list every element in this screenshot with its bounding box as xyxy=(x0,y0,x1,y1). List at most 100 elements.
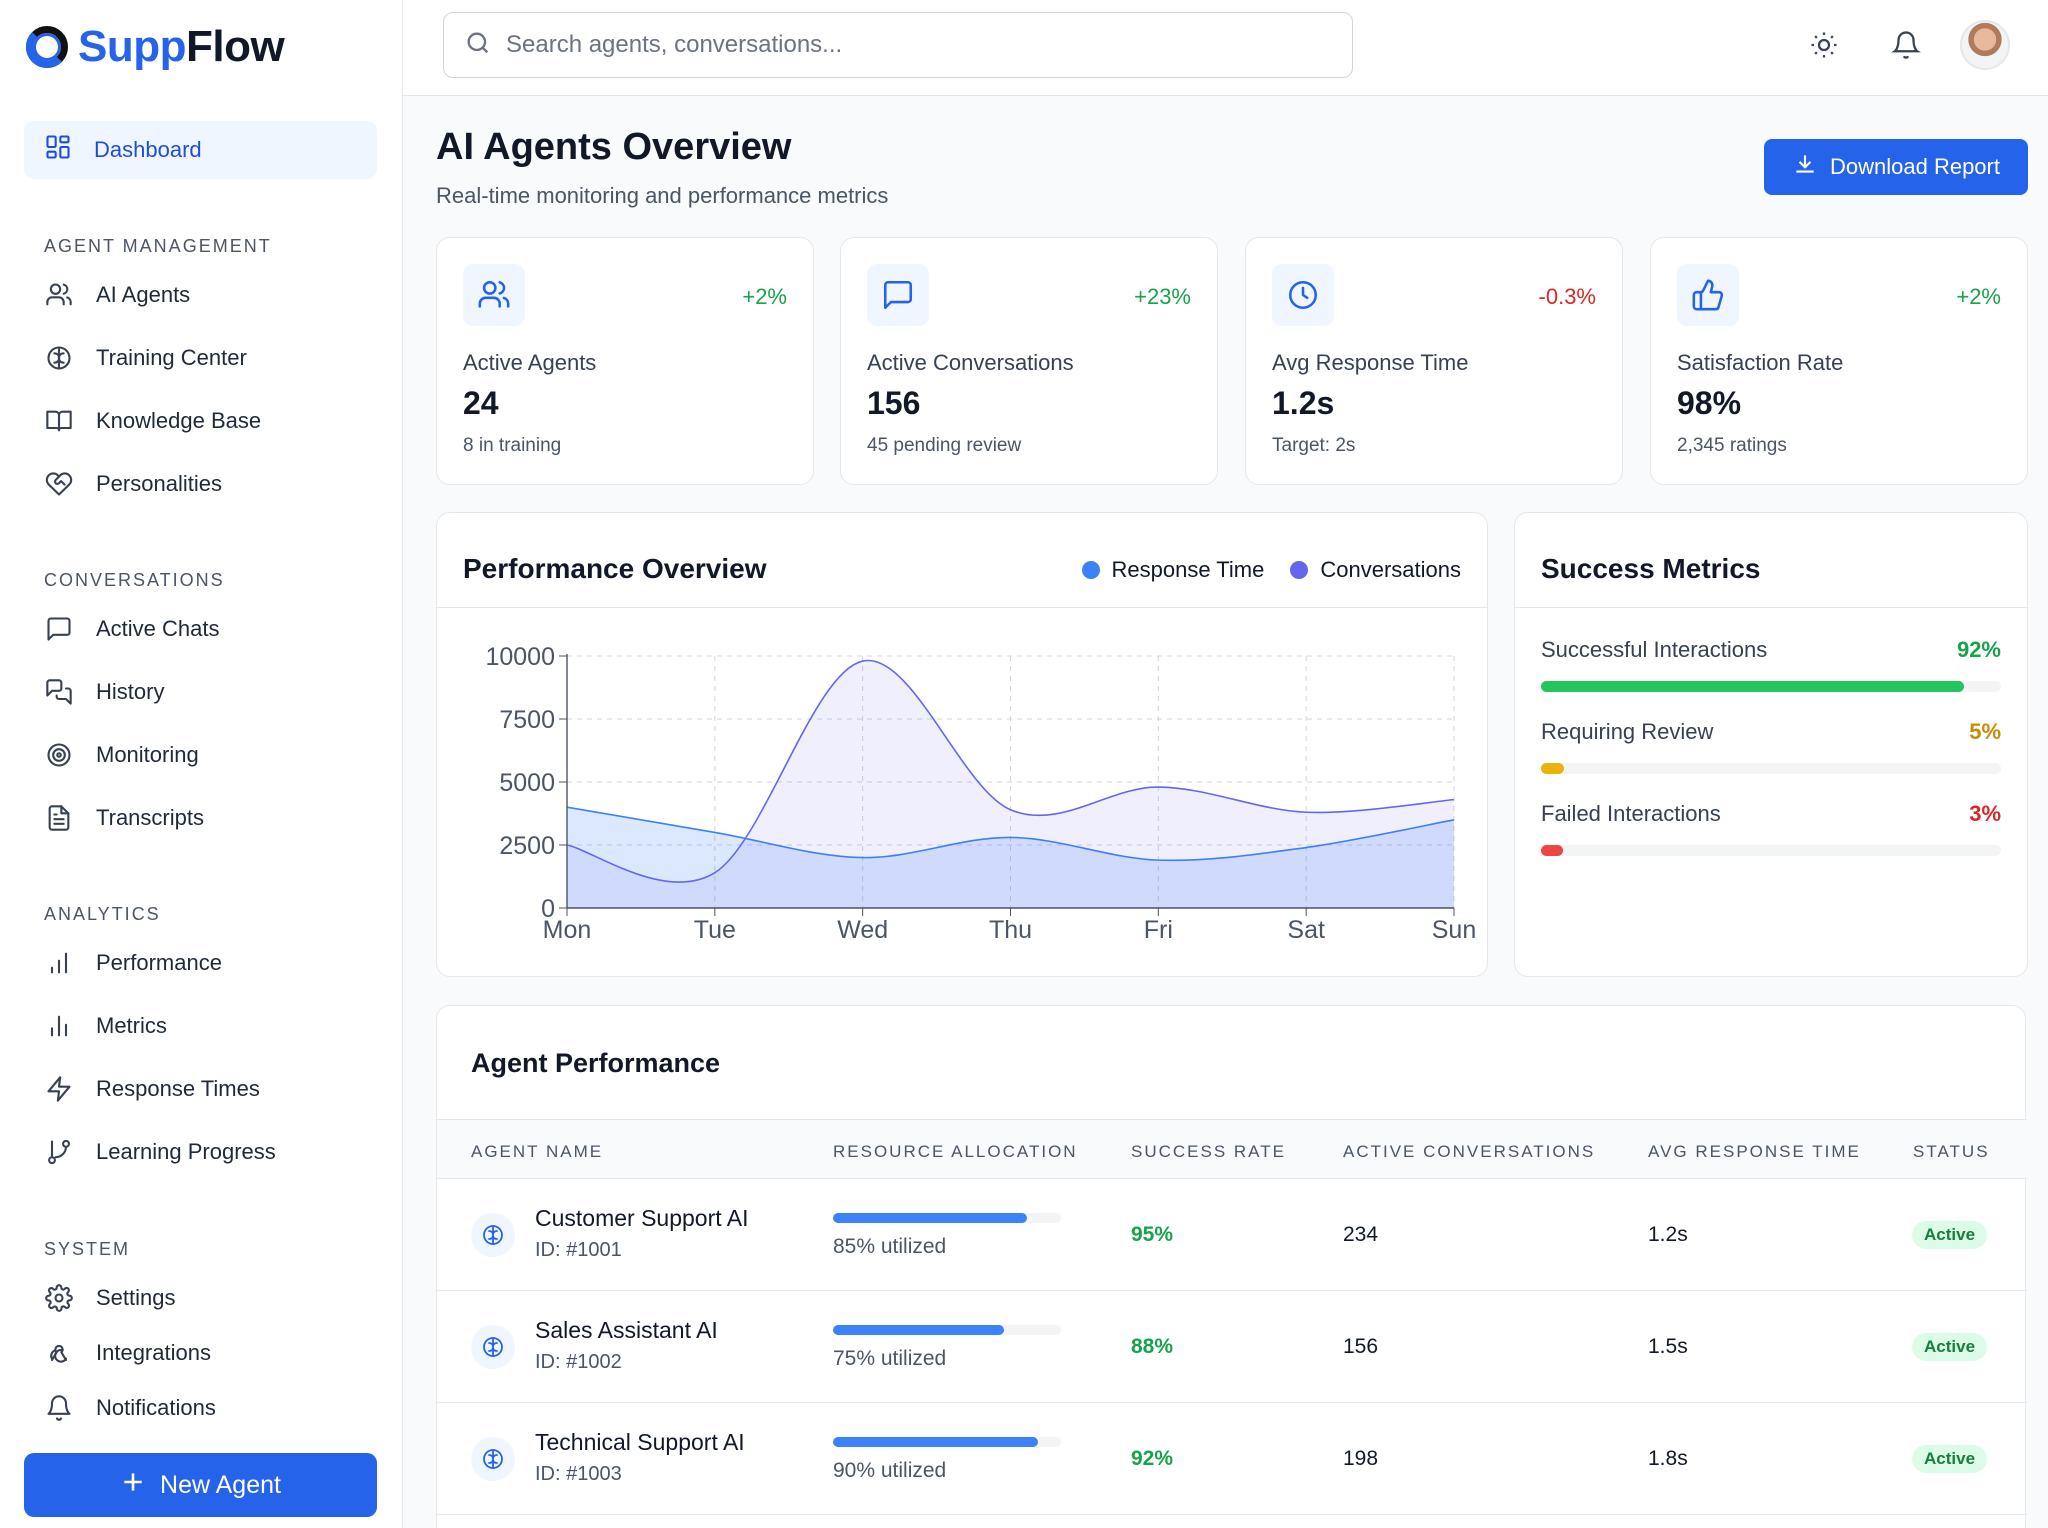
area-conversations xyxy=(567,660,1454,908)
active-conversations: 156 xyxy=(1343,1335,1379,1358)
sidebar-item-monitoring[interactable]: Monitoring xyxy=(44,735,199,775)
stat-label: Avg Response Time xyxy=(1272,350,1469,375)
sidebar-item-transcripts[interactable]: Transcripts xyxy=(44,798,204,838)
sidebar-item-label: Notifications xyxy=(96,1395,216,1420)
section-label: SYSTEM xyxy=(44,1239,131,1259)
file-text-icon xyxy=(44,803,74,833)
avg-response-time: 1.5s xyxy=(1648,1335,1688,1358)
sidebar-item-active-chats[interactable]: Active Chats xyxy=(44,609,220,649)
stat-subtext: Target: 2s xyxy=(1272,435,1356,456)
download-icon xyxy=(1792,151,1818,183)
performance-title: Performance Overview xyxy=(463,553,767,584)
sidebar-item-metrics[interactable]: Metrics xyxy=(44,1006,167,1046)
performance-chart: 0 2500 5000 7500 10000 Mon Tue Wed Thu Fri Sat Sun xyxy=(485,643,1476,944)
avg-response-time: 1.8s xyxy=(1648,1447,1688,1470)
sidebar-item-dashboard[interactable]: Dashboard xyxy=(24,121,377,179)
table-row[interactable]: Technical Support AI ID: #1003 90% utilize… xyxy=(437,1403,2027,1515)
y-tick-label: 5000 xyxy=(499,769,555,797)
stat-change: +23% xyxy=(1134,284,1191,309)
sidebar-item-label: Response Times xyxy=(96,1076,260,1101)
heart-handshake-icon xyxy=(44,469,74,499)
dashboard-icon xyxy=(44,133,72,167)
metric-progress-fill xyxy=(1541,763,1564,774)
sidebar-item-ai-agents[interactable]: AI Agents xyxy=(44,275,190,315)
metric-label: Failed Interactions xyxy=(1541,801,1721,826)
sidebar-item-label: Learning Progress xyxy=(96,1139,276,1164)
sidebar-item-settings[interactable]: Settings xyxy=(44,1278,176,1318)
stat-card-avg-response-time: -0.3% Avg Response Time 1.2s Target: 2s xyxy=(1245,237,1623,485)
sidebar-item-training-center[interactable]: Training Center xyxy=(44,338,247,378)
legend-label: Conversations xyxy=(1320,557,1461,582)
sidebar-item-label: Active Chats xyxy=(96,616,220,641)
column-header-resource-allocation[interactable]: RESOURCE ALLOCATION xyxy=(833,1142,1078,1161)
column-header-active-conversations[interactable]: ACTIVE CONVERSATIONS xyxy=(1343,1142,1596,1161)
stat-change: -0.3% xyxy=(1538,284,1596,309)
column-header-status[interactable]: STATUS xyxy=(1913,1142,1990,1161)
success-metrics-title: Success Metrics xyxy=(1541,553,1761,584)
search-bar[interactable] xyxy=(443,12,1353,78)
column-header-agent-name[interactable]: AGENT NAME xyxy=(471,1142,604,1161)
download-label: Download Report xyxy=(1830,154,2000,179)
clock-icon xyxy=(1272,264,1334,326)
table-header: AGENT NAME RESOURCE ALLOCATION SUCCESS R… xyxy=(437,1119,2027,1179)
stat-label: Active Agents xyxy=(463,350,597,375)
new-agent-button[interactable]: New Agent xyxy=(24,1453,377,1517)
stat-card-satisfaction-rate: +2% Satisfaction Rate 98% 2,345 ratings xyxy=(1650,237,2028,485)
sidebar-item-performance[interactable]: Performance xyxy=(44,943,222,983)
webhook-icon xyxy=(44,1338,74,1368)
stat-card-active-conversations: +23% Active Conversations 156 45 pending re… xyxy=(840,237,1218,485)
section-label: ANALYTICS xyxy=(44,904,161,924)
sidebar-item-response-times[interactable]: Response Times xyxy=(44,1069,260,1109)
section-label: AGENT MANAGEMENT xyxy=(44,236,272,256)
sidebar-item-label: Integrations xyxy=(96,1340,211,1365)
zap-icon xyxy=(44,1074,74,1104)
resource-progress-fill xyxy=(833,1437,1039,1447)
table-row[interactable]: Sales Assistant AI ID: #1002 75% utilized 8… xyxy=(437,1291,2027,1403)
download-report-button[interactable]: Download Report xyxy=(1764,139,2028,195)
legend-dot xyxy=(1081,561,1100,579)
agent-performance-title: Agent Performance xyxy=(471,1048,721,1078)
table-row[interactable]: Customer Support AI ID: #1001 85% utilized… xyxy=(437,1179,2027,1291)
stat-value: 98% xyxy=(1677,385,1742,421)
users-icon xyxy=(44,280,74,310)
active-conversations: 198 xyxy=(1343,1447,1379,1470)
sidebar-item-learning-progress[interactable]: Learning Progress xyxy=(44,1132,276,1172)
metric-failed-interactions: Failed Interactions 3% xyxy=(1541,801,2001,856)
agent-name[interactable]: Sales Assistant AI xyxy=(535,1317,718,1343)
resource-label: 85% utilized xyxy=(833,1235,947,1258)
chart-legend: Response Time Conversations xyxy=(1081,557,1461,583)
thumbs-up-icon xyxy=(1677,264,1739,326)
brain-icon xyxy=(471,1325,515,1369)
logo[interactable]: SuppFlow xyxy=(26,22,285,72)
status-badge: Active xyxy=(1912,1445,1988,1473)
success-rate: 88% xyxy=(1131,1335,1174,1358)
column-header-success-rate[interactable]: SUCCESS RATE xyxy=(1131,1142,1286,1161)
agent-name[interactable]: Technical Support AI xyxy=(535,1429,745,1455)
legend-item-response-time[interactable]: Response Time xyxy=(1081,557,1264,583)
column-header-avg-response-time[interactable]: AVG RESPONSE TIME xyxy=(1648,1142,1861,1161)
sidebar-item-knowledge-base[interactable]: Knowledge Base xyxy=(44,401,261,441)
bell-icon[interactable] xyxy=(1889,28,1923,62)
sidebar-item-integrations[interactable]: Integrations xyxy=(44,1333,211,1373)
agent-name[interactable]: Customer Support AI xyxy=(535,1205,749,1231)
metric-value: 92% xyxy=(1956,637,2001,662)
sidebar-item-label: Settings xyxy=(96,1285,176,1310)
search-input[interactable] xyxy=(506,31,1326,59)
y-tick-label: 7500 xyxy=(499,706,555,734)
gear-icon xyxy=(44,1283,74,1313)
message-square-icon xyxy=(44,614,74,644)
agent-id: ID: #1001 xyxy=(535,1239,622,1261)
metric-successful-interactions: Successful Interactions 92% xyxy=(1541,637,2001,692)
bell-icon xyxy=(44,1393,74,1423)
sidebar-item-history[interactable]: History xyxy=(44,672,164,712)
sidebar-item-label: AI Agents xyxy=(96,282,191,307)
agent-performance-card: Agent Performance AGENT NAME RESOURCE AL… xyxy=(436,1005,2027,1528)
avatar[interactable] xyxy=(1960,20,2010,70)
sun-icon[interactable] xyxy=(1807,28,1841,62)
legend-item-conversations[interactable]: Conversations xyxy=(1290,557,1461,583)
sidebar-item-personalities[interactable]: Personalities xyxy=(44,464,222,504)
x-tick-label: Sat xyxy=(1287,916,1325,944)
success-metrics-card: Success Metrics Successful Interactions 9… xyxy=(1514,512,2028,977)
sidebar-item-notifications[interactable]: Notifications xyxy=(44,1388,216,1428)
status-badge: Active xyxy=(1912,1221,1988,1249)
